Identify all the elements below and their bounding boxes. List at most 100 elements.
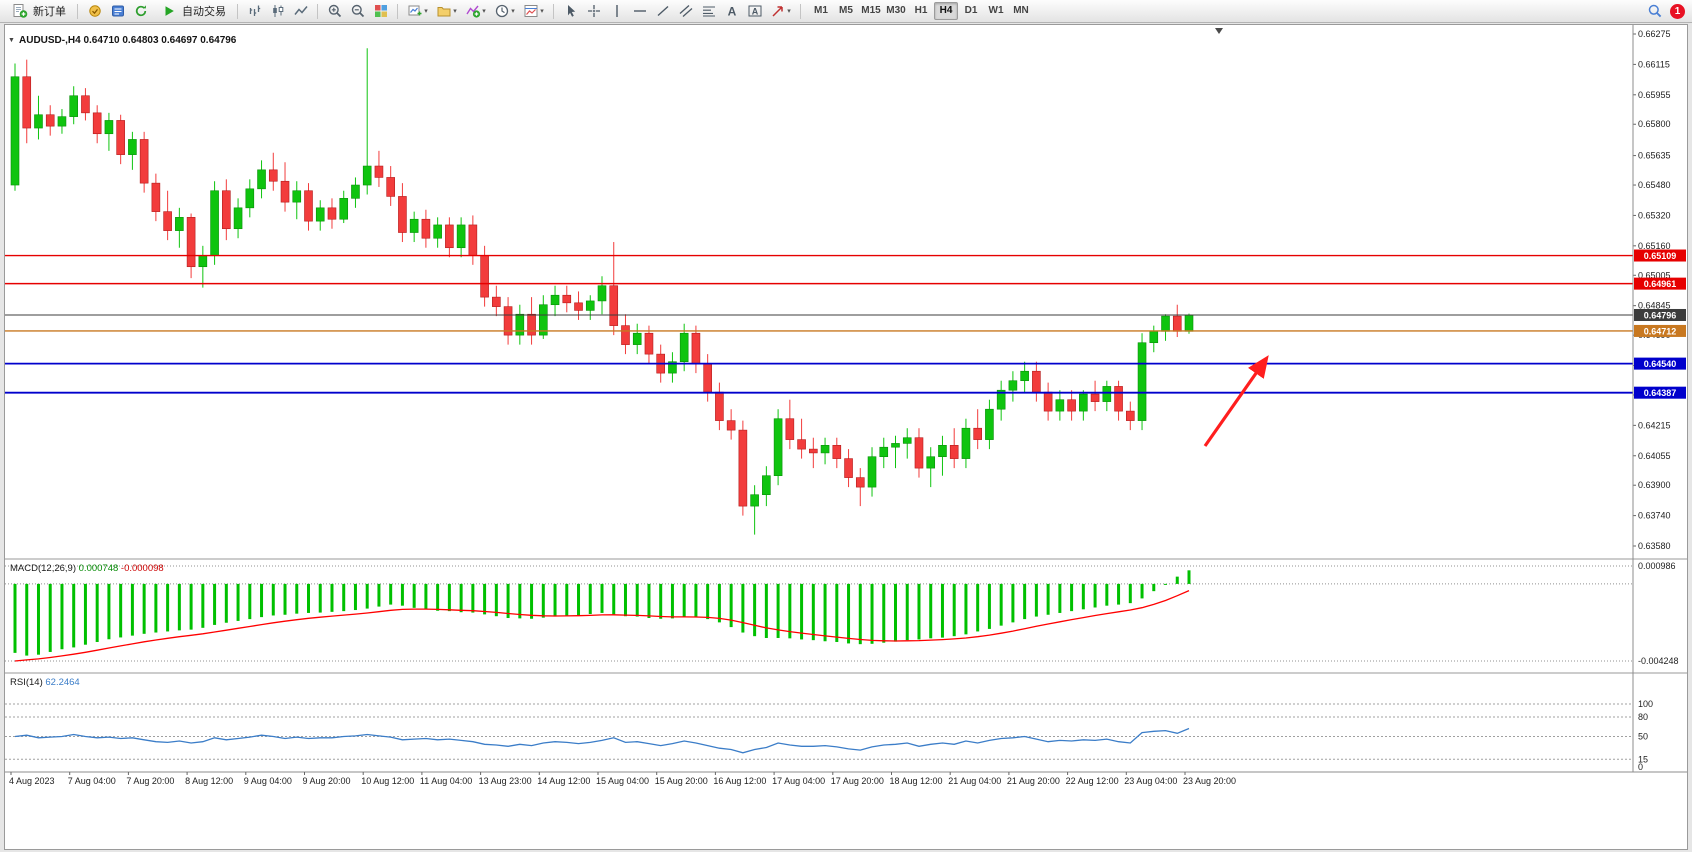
line-chart-mode-icon[interactable] [290,1,311,21]
expert-advisors-icon[interactable] [84,1,105,21]
macd-histogram-bar [858,583,862,645]
candle-body [292,190,302,203]
rsi-axis-label: 80 [1638,712,1648,722]
chart-canvas[interactable]: 0.66275 0.66115 0.65955 0.65800 0.65635 0.654… [5,25,1687,849]
macd-histogram-bar [1140,583,1144,599]
price-axis-label: 0.65955 [1638,90,1671,100]
candle-body [938,445,947,458]
macd-histogram-bar [905,583,909,641]
macd-histogram-bar [588,583,592,615]
price-axis-label: 0.64215 [1638,420,1671,430]
text-label-icon[interactable]: A [744,1,765,21]
time-axis-label: 15 Aug 20:00 [655,776,708,786]
macd-histogram-bar [1034,583,1038,617]
macd-histogram-bar [318,583,322,613]
candle-body [1126,410,1135,421]
macd-histogram-bar [870,583,874,644]
notification-badge[interactable]: 1 [1670,3,1685,19]
macd-histogram-bar [1058,583,1062,613]
timeframe-button-m1[interactable]: M1 [814,5,828,16]
profiles-dropdown[interactable]: ▾ [433,1,460,21]
macd-histogram-bar [823,583,827,642]
candle-body [973,427,982,440]
macd-histogram-bar [307,583,310,613]
arrows-dropdown[interactable]: ▾ [767,1,794,21]
price-tag [1634,357,1686,370]
timeframe-button-h1[interactable]: H1 [914,5,928,16]
text-icon[interactable]: A [721,1,742,21]
timeframe-button-h4[interactable]: H4 [934,2,958,20]
macd-histogram-bar [835,583,839,642]
price-axis-label: 0.65800 [1638,119,1671,129]
candle-body [386,177,395,197]
candle-body [69,95,78,117]
vertical-line-icon[interactable] [606,1,627,21]
price-axis[interactable]: 0.66275 0.66115 0.65955 0.65800 0.65635 0.654… [1633,29,1671,551]
timeframe-button-m5[interactable]: M5 [839,5,853,16]
macd-histogram-bar [189,583,193,630]
candle-body [891,443,900,448]
time-axis-label: 9 Aug 04:00 [244,776,292,786]
candle-body [726,420,736,431]
macd-histogram-bar [1187,570,1191,584]
tile-windows-icon[interactable] [370,1,391,21]
time-axis-label: 11 Aug 04:00 [420,776,472,786]
macd-histogram-bar [1023,583,1027,620]
indicators-dropdown[interactable]: ▾ [462,1,489,21]
macd-histogram-bar [213,583,217,625]
time-axis[interactable]: 4 Aug 2023 7 Aug 04:00 7 Aug 20:00 8 Aug 12… [9,772,1236,786]
one-click-trading-toggle-icon[interactable]: ▼ [8,37,15,44]
candlestick-mode-icon[interactable] [267,1,288,21]
macd-histogram-bar [882,583,886,643]
macd-histogram-bar [847,583,851,644]
candle-body [128,139,137,155]
auto-trading-play-icon [158,1,179,21]
timeframe-button-m30[interactable]: M30 [886,5,906,16]
macd-histogram-bar [260,583,264,618]
macd-histogram-bar [60,583,64,650]
search-icon[interactable] [1644,1,1665,21]
macd-histogram-bar [36,583,40,655]
candle-body [632,332,642,345]
refresh-icon[interactable] [130,1,151,21]
trend-arrow-annotation[interactable] [1203,355,1269,447]
chart-shift-marker[interactable] [1215,28,1223,34]
trendline-icon[interactable] [652,1,673,21]
price-axis-label: 0.65160 [1638,241,1671,251]
timeframe-button-mn[interactable]: MN [1013,5,1029,16]
new-order-button[interactable]: 新订单 [4,1,71,21]
market-watch-icon[interactable] [107,1,128,21]
price-axis-label: 0.63740 [1638,511,1671,521]
time-axis-label: 14 Aug 12:00 [537,776,590,786]
macd-histogram-bar [753,583,757,637]
cursor-icon[interactable] [560,1,581,21]
timeframe-button-w1[interactable]: W1 [988,5,1004,16]
time-axis-label: 15 Aug 04:00 [596,776,649,786]
candle-body [1020,370,1029,382]
zoom-out-icon[interactable] [347,1,368,21]
time-axis-label: 13 Aug 23:00 [479,776,532,786]
candle-body [198,255,208,268]
candle-body [785,418,795,440]
macd-histogram-bar [612,583,616,615]
macd-histogram-bar [271,583,275,616]
timeframe-button-d1[interactable]: D1 [964,5,978,16]
candle-body [773,418,783,477]
candle-body [362,165,372,186]
macd-histogram-bar [811,583,815,641]
candle-body [844,458,853,478]
price-axis-label: 0.66275 [1638,29,1671,39]
auto-trading-button[interactable]: 自动交易 [153,1,231,21]
candle-body [1008,380,1018,391]
candle-body [139,139,149,184]
new-chart-dropdown[interactable]: ▾ [404,1,431,21]
horizontal-line-icon[interactable] [629,1,650,21]
templates-dropdown[interactable]: ▾ [520,1,547,21]
crosshair-icon[interactable] [583,1,604,21]
periods-dropdown[interactable]: ▾ [491,1,518,21]
timeframe-button-m15[interactable]: M15 [861,5,881,16]
channel-icon[interactable] [675,1,696,21]
zoom-in-icon[interactable] [324,1,345,21]
bar-chart-mode-icon[interactable] [244,1,265,21]
fibonacci-icon[interactable] [698,1,719,21]
